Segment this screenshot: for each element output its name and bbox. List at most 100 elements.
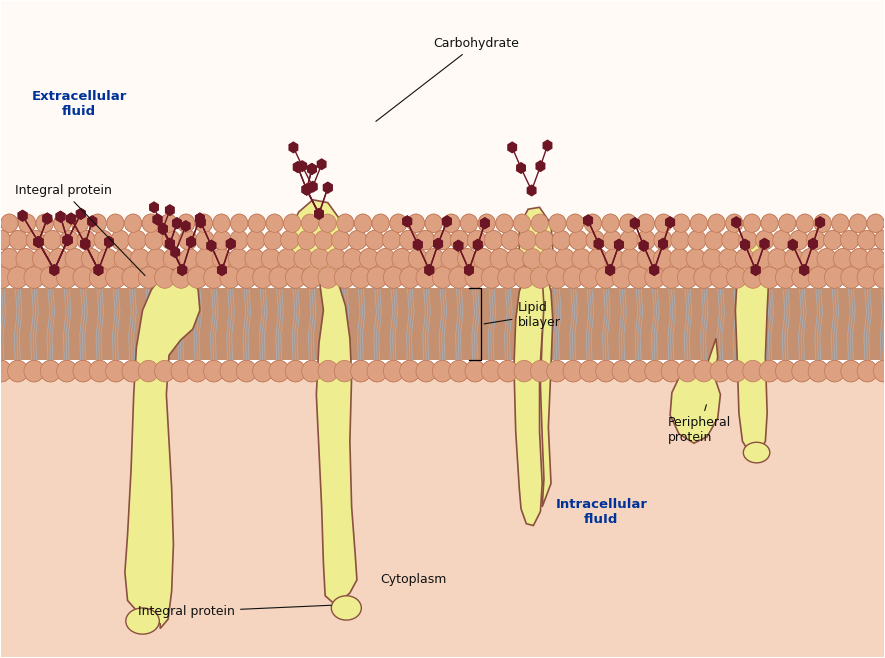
- Circle shape: [789, 230, 808, 250]
- Circle shape: [519, 230, 536, 250]
- Circle shape: [0, 230, 11, 250]
- Circle shape: [171, 361, 191, 382]
- Circle shape: [735, 249, 755, 269]
- Circle shape: [775, 361, 796, 382]
- Circle shape: [372, 214, 389, 232]
- Circle shape: [425, 249, 444, 269]
- Circle shape: [72, 214, 88, 232]
- Circle shape: [434, 230, 451, 250]
- Circle shape: [8, 361, 27, 382]
- Circle shape: [637, 249, 657, 269]
- Circle shape: [327, 249, 346, 269]
- Circle shape: [281, 230, 299, 250]
- Circle shape: [563, 266, 583, 288]
- Circle shape: [670, 249, 689, 269]
- Circle shape: [596, 361, 616, 382]
- Circle shape: [188, 266, 208, 288]
- Circle shape: [8, 266, 27, 288]
- Circle shape: [145, 230, 163, 250]
- Circle shape: [400, 266, 420, 288]
- Circle shape: [572, 249, 591, 269]
- Circle shape: [204, 361, 224, 382]
- Circle shape: [563, 361, 583, 382]
- Circle shape: [248, 214, 266, 232]
- Circle shape: [784, 249, 804, 269]
- Circle shape: [704, 230, 723, 250]
- Circle shape: [773, 230, 791, 250]
- Circle shape: [408, 249, 427, 269]
- Circle shape: [155, 361, 175, 382]
- Circle shape: [105, 361, 126, 382]
- Circle shape: [873, 361, 885, 382]
- Circle shape: [814, 214, 831, 232]
- Circle shape: [563, 361, 583, 382]
- Circle shape: [858, 230, 876, 250]
- Circle shape: [160, 214, 177, 232]
- Circle shape: [81, 249, 101, 269]
- Circle shape: [566, 214, 584, 232]
- Circle shape: [484, 230, 503, 250]
- Text: Intracellular
fluId: Intracellular fluId: [555, 497, 647, 526]
- Circle shape: [792, 266, 812, 288]
- Circle shape: [759, 266, 780, 288]
- Circle shape: [637, 214, 654, 232]
- Circle shape: [278, 249, 296, 269]
- Circle shape: [841, 266, 861, 288]
- Circle shape: [264, 230, 282, 250]
- Circle shape: [467, 230, 486, 250]
- Circle shape: [247, 230, 265, 250]
- Circle shape: [866, 249, 885, 269]
- Circle shape: [33, 249, 51, 269]
- FancyBboxPatch shape: [2, 367, 883, 657]
- Circle shape: [0, 230, 11, 250]
- Circle shape: [653, 249, 673, 269]
- Circle shape: [569, 230, 588, 250]
- Circle shape: [604, 249, 624, 269]
- Circle shape: [761, 214, 778, 232]
- Circle shape: [107, 214, 124, 232]
- Circle shape: [690, 214, 707, 232]
- Circle shape: [814, 214, 831, 232]
- Circle shape: [841, 361, 861, 382]
- Circle shape: [496, 214, 513, 232]
- Circle shape: [392, 249, 412, 269]
- Circle shape: [490, 249, 510, 269]
- Circle shape: [266, 214, 283, 232]
- Circle shape: [654, 230, 673, 250]
- Text: Extracellular
fluid: Extracellular fluid: [31, 90, 127, 118]
- Text: Peripheral
protein: Peripheral protein: [667, 405, 731, 444]
- Circle shape: [645, 361, 665, 382]
- Circle shape: [350, 361, 371, 382]
- Circle shape: [9, 230, 27, 250]
- Circle shape: [269, 266, 289, 288]
- Circle shape: [481, 361, 502, 382]
- Circle shape: [19, 214, 35, 232]
- Circle shape: [775, 266, 796, 288]
- Circle shape: [460, 214, 478, 232]
- Circle shape: [739, 230, 757, 250]
- Circle shape: [858, 266, 877, 288]
- Circle shape: [138, 266, 158, 288]
- Circle shape: [178, 214, 195, 232]
- Circle shape: [392, 249, 412, 269]
- Circle shape: [873, 266, 885, 288]
- Circle shape: [441, 249, 460, 269]
- Polygon shape: [670, 338, 720, 443]
- Polygon shape: [125, 268, 200, 628]
- Circle shape: [739, 230, 757, 250]
- Circle shape: [314, 230, 333, 250]
- Circle shape: [825, 361, 845, 382]
- Circle shape: [130, 249, 150, 269]
- Circle shape: [796, 214, 813, 232]
- Circle shape: [285, 361, 305, 382]
- Circle shape: [433, 266, 452, 288]
- Circle shape: [768, 249, 788, 269]
- Circle shape: [556, 249, 574, 269]
- Circle shape: [858, 266, 877, 288]
- Circle shape: [661, 361, 681, 382]
- Circle shape: [60, 230, 79, 250]
- Circle shape: [212, 249, 232, 269]
- Circle shape: [269, 361, 289, 382]
- Circle shape: [294, 249, 313, 269]
- Circle shape: [673, 214, 689, 232]
